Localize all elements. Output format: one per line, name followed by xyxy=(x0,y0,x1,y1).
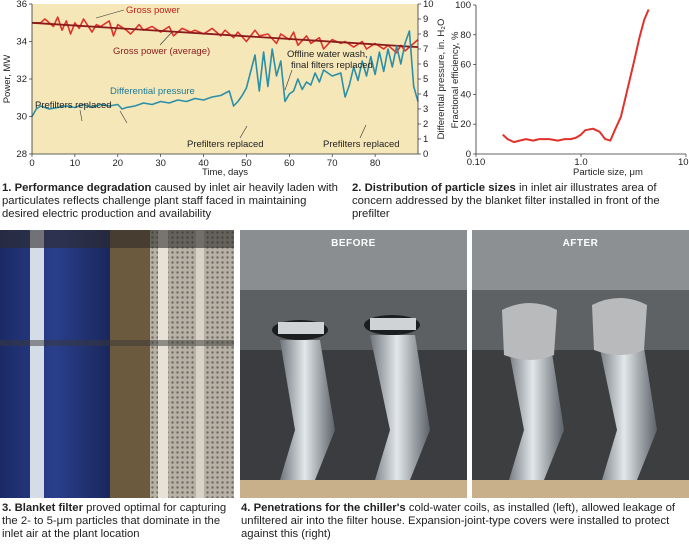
y-right-tick-label: 4 xyxy=(423,89,428,100)
label-offline-water-wash-line1: Offline water wash, xyxy=(287,49,368,60)
blanket-filter-illustration xyxy=(0,230,234,498)
leader-offline-wash xyxy=(284,69,293,91)
y-tick-label: 60 xyxy=(460,60,471,71)
y-right-tick-label: 1 xyxy=(423,134,428,145)
label-gross-power: Gross power xyxy=(126,5,180,16)
x-tick-label: 20 xyxy=(112,158,123,169)
photo-blanket-filter xyxy=(0,230,234,498)
leader-prefilters-1 xyxy=(79,109,83,122)
chart-performance-degradation: 0 10 20 30 40 50 60 70 802830323436012345678910 … xyxy=(2,0,447,178)
series-fractional-efficiency xyxy=(502,9,650,144)
caption-3-bold: Blanket filter xyxy=(14,502,83,514)
y-left-tick-label: 36 xyxy=(16,0,27,10)
chiller-before-illustration xyxy=(240,230,467,498)
y-right-tick-label: 6 xyxy=(423,59,428,70)
y-axis-label: Fractional efficiency, % xyxy=(450,31,461,128)
series-differential-pressure xyxy=(31,30,419,117)
leader-prefilters-2 xyxy=(239,125,248,139)
leader-gross-power xyxy=(95,9,125,19)
leader-prefilters-3 xyxy=(359,124,367,139)
x-tick-label: 40 xyxy=(198,158,209,169)
photo-chiller-before: BEFORE xyxy=(240,230,467,498)
x-tick-label: 0.10 xyxy=(467,157,486,168)
x-axis-label: Time, days xyxy=(202,167,248,178)
x-axis-label: Particle size, μm xyxy=(573,167,643,178)
x-tick-label: 10 xyxy=(70,158,81,169)
chart-particle-size: 0.10 1.0 10.0 0 20 40 60 80 100 Fractional effic… xyxy=(450,0,689,178)
label-before: BEFORE xyxy=(331,238,376,249)
y-tick-label: 0 xyxy=(466,149,471,160)
label-prefilters-replaced-3: Prefilters replaced xyxy=(323,139,400,150)
y-right-tick-label: 7 xyxy=(423,44,428,55)
leader-prefilters-1b xyxy=(119,110,128,124)
y-left-tick-label: 32 xyxy=(16,74,27,85)
y-axis-left-label: Power, MW xyxy=(2,55,13,104)
caption-2-text: in inlet air illustrates area of concern… xyxy=(352,182,660,220)
caption-figure-3: 3. Blanket filter proved optimal for cap… xyxy=(2,502,234,541)
y-tick-label: 80 xyxy=(460,30,471,41)
series-gross-power xyxy=(32,16,419,54)
label-gross-power-average: Gross power (average) xyxy=(113,46,210,57)
label-differential-pressure: Differential pressure xyxy=(110,86,195,97)
caption-figure-4: 4. Penetrations for the chiller's cold-w… xyxy=(241,502,687,541)
y-axis-right-label: Differential pressure, in. H₂O xyxy=(436,19,447,140)
x-tick-label: 1.0 xyxy=(574,157,587,168)
leader-gross-power-average xyxy=(159,31,173,46)
series-gross-power-average xyxy=(31,21,419,48)
y-right-tick-label: 5 xyxy=(423,74,428,85)
x-tick-label: 30 xyxy=(155,158,166,169)
y-right-tick-label: 9 xyxy=(423,14,428,25)
x-tick-label: 80 xyxy=(370,158,381,169)
y-right-tick-label: 0 xyxy=(423,149,428,160)
y-right-tick-label: 3 xyxy=(423,104,428,115)
label-prefilters-replaced-1: Prefilters replaced xyxy=(35,100,112,111)
caption-figure-1: 1. Performance degradation caused by inl… xyxy=(2,182,342,221)
y-right-tick-label: 2 xyxy=(423,119,428,130)
y-tick-label: 20 xyxy=(460,119,471,130)
x-tick-label: 50 xyxy=(241,158,252,169)
caption-4-bold: Penetrations for the chiller's xyxy=(253,502,406,514)
label-after: AFTER xyxy=(562,238,599,249)
label-offline-water-wash: Offline water wash, final filters replac… xyxy=(287,49,373,71)
caption-3-text: proved optimal for capturing the 2- to 5… xyxy=(2,502,227,540)
plot-area xyxy=(32,4,418,154)
caption-2-number: 2. xyxy=(352,182,362,194)
x-tick-label: 0 xyxy=(29,158,34,169)
x-tick-label: 70 xyxy=(327,158,338,169)
y-tick-label: 100 xyxy=(455,0,471,11)
y-tick-label: 40 xyxy=(460,89,471,100)
caption-4-number: 4. xyxy=(241,502,251,514)
y-right-tick-label: 8 xyxy=(423,29,428,40)
chiller-after-illustration xyxy=(472,230,689,498)
y-left-tick-label: 28 xyxy=(16,149,27,160)
caption-1-bold: Performance degradation xyxy=(14,182,152,194)
label-offline-water-wash-line2: final filters replaced xyxy=(291,60,373,71)
y-left-tick-label: 34 xyxy=(16,37,27,48)
caption-2-bold: Distribution of particle sizes xyxy=(364,182,516,194)
x-tick-label: 10.0 xyxy=(678,157,689,168)
caption-1-number: 1. xyxy=(2,182,12,194)
y-left-tick-label: 30 xyxy=(16,112,27,123)
caption-figure-2: 2. Distribution of particle sizes in inl… xyxy=(352,182,686,221)
x-tick-label: 60 xyxy=(284,158,295,169)
photo-chiller-after: AFTER xyxy=(472,230,689,498)
y-right-tick-label: 10 xyxy=(423,0,434,10)
caption-1-text: caused by inlet air heavily laden with p… xyxy=(2,182,338,220)
caption-4-text: cold-water coils, as installed (left), a… xyxy=(241,502,676,540)
caption-3-number: 3. xyxy=(2,502,12,514)
label-prefilters-replaced-2: Prefilters replaced xyxy=(187,139,264,150)
